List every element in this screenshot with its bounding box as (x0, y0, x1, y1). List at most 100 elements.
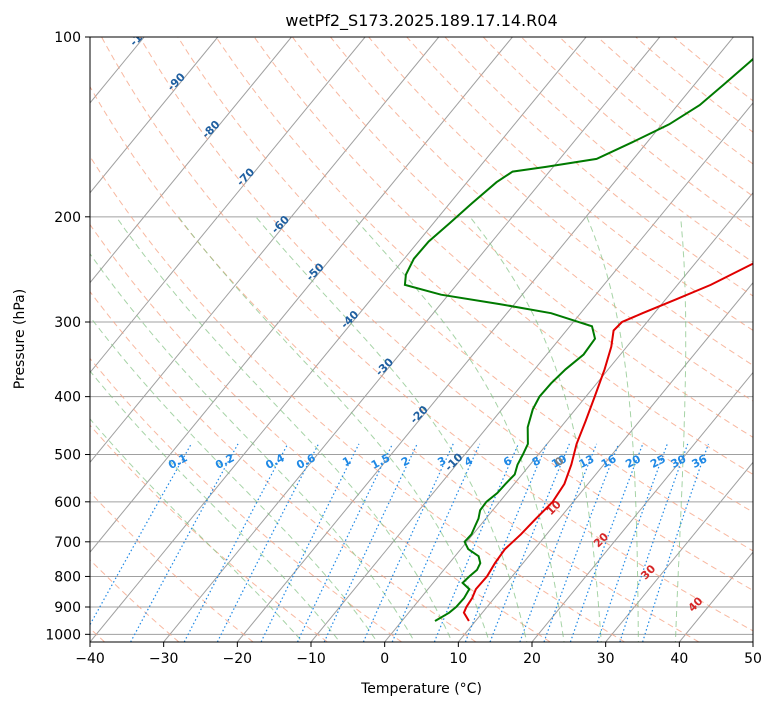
isotherm-line (384, 192, 753, 642)
dry-adiabat-line (90, 223, 551, 642)
isotherm-line (90, 37, 440, 464)
moist-adiabat-line (90, 316, 378, 642)
dry-adiabat-line (292, 37, 753, 438)
y-tick-label: 300 (54, 315, 81, 331)
isotherm-label: -70 (234, 165, 257, 188)
mixing-ratio-line (296, 443, 394, 642)
isotherm-label: -50 (304, 260, 327, 283)
moist-adiabat-line (469, 216, 602, 642)
moist-adiabat-line (674, 216, 687, 642)
dry-adiabat-line (330, 37, 753, 402)
mixing-ratio-line (519, 443, 598, 642)
dry-adiabat-line (215, 37, 753, 513)
mixing-ratio-label: 30 (669, 452, 689, 471)
mixing-ratio-line (216, 443, 320, 642)
isotherm-line (310, 102, 753, 642)
mixing-ratio-line (90, 443, 192, 626)
mixing-ratio-label: 16 (599, 452, 619, 471)
dry-adiabat-line (559, 37, 753, 197)
dry-adiabat-line (673, 37, 753, 102)
x-tick-label: 50 (744, 651, 762, 667)
mixing-ratio-line (391, 443, 481, 642)
dry-adiabat-line (90, 85, 700, 642)
dry-adiabat-line (482, 37, 753, 263)
isotherm-label: -100 (127, 20, 156, 49)
isotherm-line (90, 37, 513, 553)
y-tick-label: 500 (54, 448, 81, 464)
isotherm-line (90, 37, 219, 194)
moist-adiabat-line (115, 216, 453, 642)
x-tick-label: 30 (597, 651, 615, 667)
mixing-ratio-label: 13 (577, 452, 597, 471)
mixing-ratio-line (489, 443, 570, 642)
moist-adiabat-line (255, 216, 528, 642)
x-tick-label: 0 (380, 651, 389, 667)
isotherm-label: -30 (373, 355, 396, 378)
isotherm-label: -60 (269, 213, 292, 236)
mixing-ratio-label: 8 (530, 454, 543, 469)
x-axis-title: Temperature (°C) (360, 681, 482, 697)
profile-series (403, 57, 753, 622)
isotherm-line (236, 37, 734, 642)
dry-adiabat-line (90, 424, 328, 642)
isotherm-line (605, 461, 753, 642)
x-tick-label: 20 (523, 651, 541, 667)
isotherm-label: -40 (338, 308, 361, 331)
dry-adiabat-line (90, 155, 625, 642)
dry-adiabat-line (368, 37, 753, 366)
dry-adiabat-line (90, 357, 402, 642)
isotherm-line (163, 37, 661, 642)
dry-adiabat-line (90, 491, 254, 642)
y-tick-label: 600 (54, 495, 81, 511)
mixing-ratio-label: 10 (549, 452, 569, 471)
isoline-labels: 0.1 0.2 0.4 0.6 1 1.5 2 3 4 6 8 10 13 16 20 25 30 36-100-… (127, 20, 710, 615)
isotherm-label-warm: 20 (591, 530, 611, 550)
dry-adiabat-line (406, 37, 753, 331)
temperature-profile-line (462, 262, 753, 622)
x-tick-label: 40 (670, 651, 688, 667)
isotherm-label: -90 (165, 70, 188, 93)
dry-adiabat-line (444, 37, 753, 297)
isotherm-line (90, 37, 292, 284)
x-tick-label: −40 (75, 651, 105, 667)
mixing-ratio-line (260, 443, 360, 642)
chart-title: wetPf2_S173.2025.189.17.14.R04 (285, 11, 557, 31)
dewpoint-profile-line (403, 57, 753, 622)
x-tick-label: −20 (223, 651, 253, 667)
mixing-ratio-label: 20 (623, 452, 643, 471)
mixing-ratio-label: 2 (399, 454, 412, 469)
dry-adiabat-line (635, 37, 753, 133)
dry-adiabat-line (90, 290, 477, 642)
moist-adiabat-line (90, 418, 304, 642)
mixing-ratio-label: 36 (690, 452, 710, 471)
mixing-ratio-line (183, 443, 289, 642)
x-tick-label: −30 (149, 651, 179, 667)
isotherm-label: -10 (442, 450, 465, 473)
mixing-ratio-line (619, 443, 689, 642)
mixing-ratio-line (569, 443, 644, 642)
x-tick-label: 10 (449, 651, 467, 667)
isotherm-line (752, 641, 753, 642)
background-lines (90, 37, 753, 642)
isotherm-label-warm: 40 (686, 594, 706, 614)
x-tick-label: −10 (296, 651, 326, 667)
y-tick-label: 700 (54, 535, 81, 551)
moist-adiabat-line (586, 216, 639, 642)
mixing-ratio-label: 1 (340, 454, 353, 469)
mixing-ratio-line (464, 443, 548, 642)
y-axis-title: Pressure (hPa) (12, 289, 28, 389)
plot-frame (89, 36, 754, 643)
isotherm-line (457, 281, 753, 642)
y-tick-label: 1000 (45, 627, 81, 643)
mixing-ratio-line (130, 443, 239, 642)
isotherm-line (678, 551, 753, 642)
isotherm-label: -20 (408, 403, 431, 426)
mixing-ratio-line (642, 443, 709, 642)
mixing-ratio-line (323, 443, 418, 642)
mixing-ratio-label: 6 (501, 454, 514, 469)
y-tick-label: 900 (54, 600, 81, 616)
dry-adiabat-line (177, 37, 753, 552)
isotherm-line (90, 37, 366, 374)
isotherm-label: -80 (199, 118, 222, 141)
moist-adiabat-line (178, 216, 490, 642)
